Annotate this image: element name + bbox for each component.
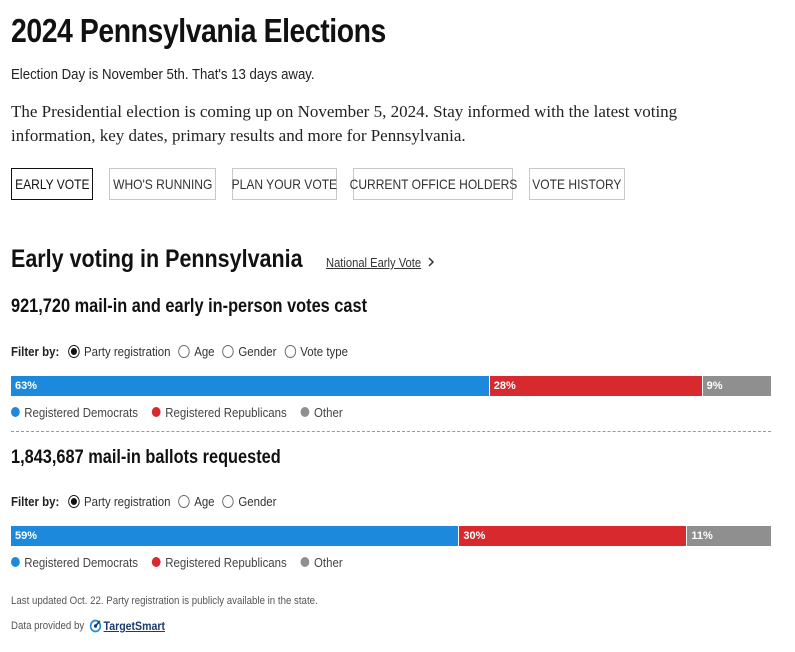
- legend-democrats: Registered Democrats: [11, 555, 138, 570]
- section-title: Early voting in Pennsylvania: [11, 245, 303, 273]
- bar-segment-republicans: 28%: [489, 376, 703, 396]
- chevron-right-icon: [427, 255, 435, 270]
- tab-bar: EARLY VOTE WHO'S RUNNING PLAN YOUR VOTE …: [11, 168, 625, 200]
- provided-by-label: Data provided by: [11, 620, 85, 632]
- votes-cast-label: mail-in and early in-person votes cast: [74, 296, 368, 317]
- votes-cast-stat: 921,720 mail-in and early in-person vote…: [11, 296, 367, 318]
- targetsmart-logo[interactable]: TargetSmart: [89, 619, 165, 633]
- votes-cast-count: 921,720: [11, 296, 71, 317]
- tab-vote-history[interactable]: VOTE HISTORY: [529, 168, 625, 200]
- last-updated-note: Last updated Oct. 22. Party registration…: [11, 595, 318, 607]
- target-icon: [89, 619, 102, 633]
- radio-icon: [284, 344, 296, 358]
- radio-checked-icon: [68, 494, 80, 508]
- ballots-requested-bar: 59% 30% 11%: [11, 526, 771, 546]
- legend-dot-republicans: [152, 407, 161, 417]
- divider: [11, 431, 771, 432]
- tab-early-vote[interactable]: EARLY VOTE: [11, 168, 93, 200]
- legend-other: Other: [300, 405, 343, 420]
- legend-dot-other: [300, 407, 310, 417]
- page-title: 2024 Pennsylvania Elections: [11, 12, 386, 49]
- legend-dot-democrats: [11, 407, 20, 417]
- filter-party-registration[interactable]: Party registration: [68, 494, 170, 509]
- legend-democrats: Registered Democrats: [11, 405, 138, 420]
- votes-cast-filter: Filter by: Party registration Age Gender…: [11, 342, 403, 360]
- tab-whos-running[interactable]: WHO'S RUNNING: [109, 168, 216, 200]
- filter-age[interactable]: Age: [178, 494, 215, 509]
- ballots-requested-stat: 1,843,687 mail-in ballots requested: [11, 447, 281, 469]
- bar-segment-republicans: 30%: [459, 526, 688, 546]
- legend-dot-other: [300, 557, 310, 567]
- bar-segment-democrats: 59%: [11, 526, 460, 546]
- radio-checked-icon: [68, 344, 80, 358]
- votes-cast-legend: Registered Democrats Registered Republic…: [11, 403, 404, 421]
- filter-label: Filter by:: [11, 343, 60, 359]
- filter-vote-type[interactable]: Vote type: [284, 344, 348, 359]
- legend-other: Other: [300, 555, 343, 570]
- ballots-requested-legend: Registered Democrats Registered Republic…: [11, 553, 404, 571]
- filter-gender[interactable]: Gender: [222, 344, 276, 359]
- legend-republicans: Registered Republicans: [152, 555, 287, 570]
- bar-segment-other: 9%: [702, 376, 771, 396]
- filter-gender[interactable]: Gender: [222, 494, 276, 509]
- election-countdown: Election Day is November 5th. That's 13 …: [11, 66, 315, 83]
- filter-party-registration[interactable]: Party registration: [68, 344, 170, 359]
- tab-plan-your-vote[interactable]: PLAN YOUR VOTE: [232, 168, 337, 200]
- legend-republicans: Registered Republicans: [152, 405, 287, 420]
- ballots-requested-filter: Filter by: Party registration Age Gender: [11, 492, 322, 510]
- legend-dot-democrats: [11, 557, 20, 567]
- national-early-vote-link[interactable]: National Early Vote: [326, 255, 422, 270]
- legend-dot-republicans: [152, 557, 161, 567]
- tab-current-office-holders[interactable]: CURRENT OFFICE HOLDERS: [349, 168, 517, 200]
- data-provider: Data provided by TargetSmart: [11, 619, 186, 633]
- radio-icon: [178, 494, 190, 508]
- ballots-requested-label: mail-in ballots requested: [88, 447, 281, 468]
- section-heading: Early voting in Pennsylvania National Ea…: [11, 245, 435, 274]
- intro-text: The Presidential election is coming up o…: [11, 102, 678, 145]
- votes-cast-bar: 63% 28% 9%: [11, 376, 771, 396]
- bar-segment-other: 11%: [687, 526, 771, 546]
- radio-icon: [222, 344, 234, 358]
- filter-age[interactable]: Age: [178, 344, 215, 359]
- filter-label: Filter by:: [11, 493, 60, 509]
- ballots-requested-count: 1,843,687: [11, 447, 84, 468]
- radio-icon: [222, 494, 234, 508]
- radio-icon: [178, 344, 190, 358]
- bar-segment-democrats: 63%: [11, 376, 490, 396]
